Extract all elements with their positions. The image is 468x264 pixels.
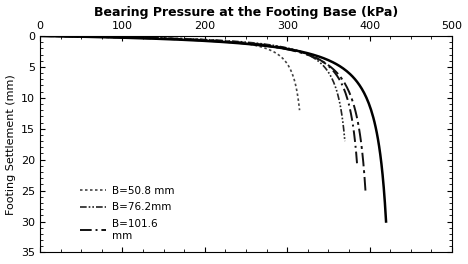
Legend: B=50.8 mm, B=76.2mm, B=101.6
mm: B=50.8 mm, B=76.2mm, B=101.6 mm [78, 183, 176, 243]
Y-axis label: Footing Settlement (mm): Footing Settlement (mm) [6, 74, 15, 215]
X-axis label: Bearing Pressure at the Footing Base (kPa): Bearing Pressure at the Footing Base (kP… [94, 6, 398, 18]
